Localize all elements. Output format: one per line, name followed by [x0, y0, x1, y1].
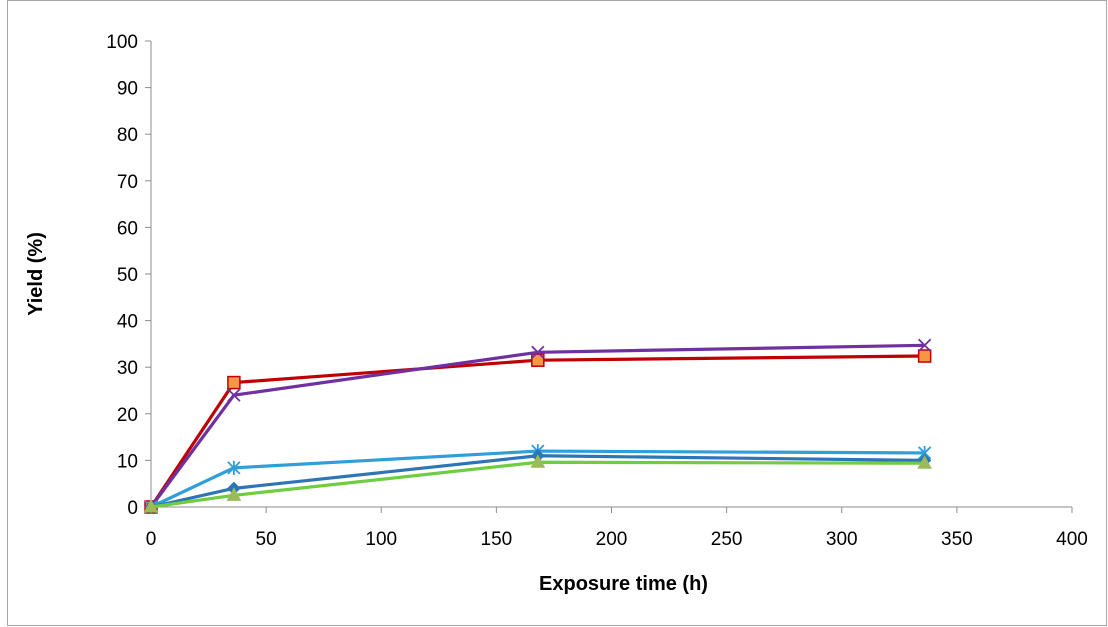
chart-frame — [7, 0, 1107, 626]
series-3-line — [150, 449, 925, 509]
series-2-point — [531, 345, 545, 359]
y-tick-label: 30 — [117, 358, 138, 379]
series-5-line — [150, 460, 925, 509]
y-tick-label: 90 — [117, 79, 138, 100]
y-tick-label: 40 — [117, 312, 138, 333]
series-3-point — [227, 460, 241, 475]
x-tick-label: 200 — [596, 529, 628, 550]
x-tick-label: 150 — [481, 529, 513, 550]
y-tick-label: 70 — [117, 172, 138, 193]
series-5-point — [917, 455, 932, 469]
series-4 — [144, 449, 932, 514]
series-2 — [144, 338, 932, 514]
y-tick-label: 50 — [117, 265, 138, 286]
y-axis-title: Yield (%) — [25, 232, 47, 316]
series-1 — [144, 349, 932, 514]
y-tick-label: 100 — [106, 32, 138, 53]
series-2-point — [227, 388, 241, 402]
series-5 — [143, 454, 932, 513]
series-5-point — [226, 487, 242, 501]
series-2-point — [918, 338, 932, 352]
x-tick-label: 50 — [256, 529, 277, 550]
x-tick-label: 400 — [1056, 529, 1088, 550]
x-tick-label: 350 — [941, 529, 973, 550]
y-tick-label: 80 — [117, 125, 138, 146]
series-1-point — [531, 353, 545, 367]
x-tick-label: 300 — [826, 529, 858, 550]
y-tick-label: 10 — [117, 451, 138, 472]
series-4-line — [150, 454, 925, 509]
y-tick-label: 0 — [127, 498, 138, 519]
series-1-point — [917, 349, 932, 363]
axes: 0 10 20 30 40 50 60 70 80 90 100 0 50 100 150 200 250 300… — [106, 32, 1088, 550]
x-axis-title: Exposure time (h) — [539, 573, 708, 595]
x-tick-label: 0 — [146, 529, 157, 550]
series-2-line — [149, 343, 925, 508]
y-tick-label: 60 — [117, 218, 138, 239]
series-layer — [143, 338, 932, 514]
series-5-point — [143, 498, 159, 513]
series-5-point — [530, 454, 546, 468]
series-1-line — [149, 354, 925, 508]
x-tick-label: 250 — [711, 529, 743, 550]
x-tick-label: 100 — [365, 529, 397, 550]
series-1-point — [227, 375, 241, 390]
y-tick-label: 20 — [117, 405, 138, 426]
